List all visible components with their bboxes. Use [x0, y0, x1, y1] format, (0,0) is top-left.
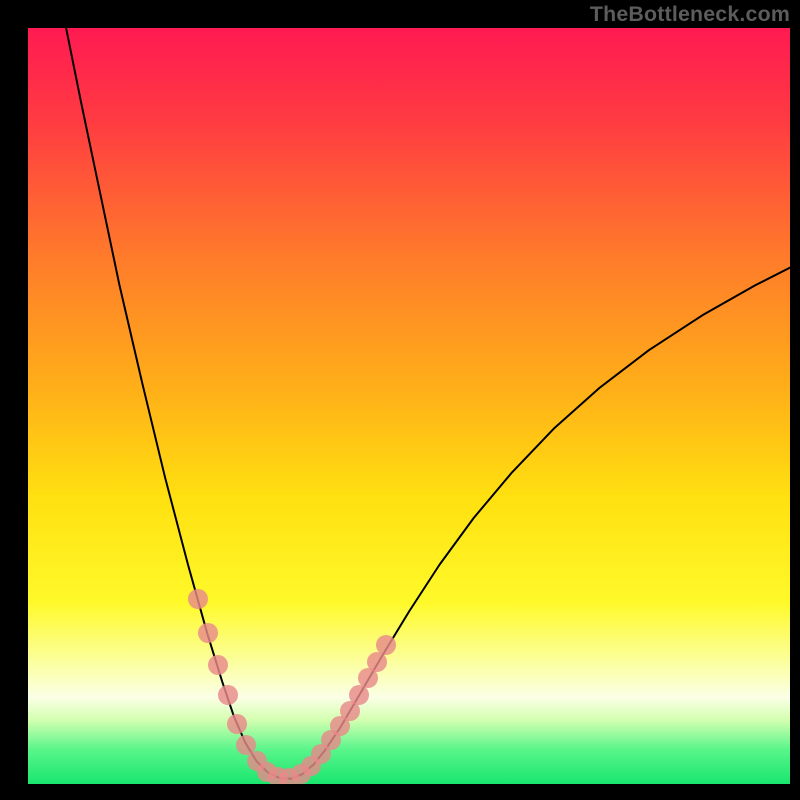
- curve-marker: [376, 635, 396, 655]
- curve-marker: [227, 714, 247, 734]
- curve-marker: [188, 589, 208, 609]
- curve-marker: [208, 655, 228, 675]
- frame-left: [0, 0, 28, 800]
- markers-layer: [28, 28, 790, 784]
- curve-marker: [218, 685, 238, 705]
- frame-right: [790, 0, 800, 800]
- curve-marker: [198, 623, 218, 643]
- frame-bottom: [0, 784, 800, 800]
- watermark-text: TheBottleneck.com: [590, 2, 790, 27]
- plot-area: [28, 28, 790, 784]
